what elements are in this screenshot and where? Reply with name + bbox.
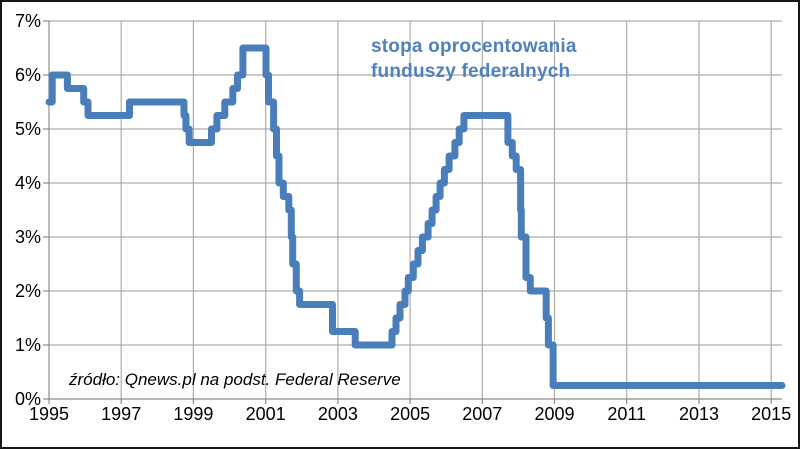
gridlines	[49, 20, 782, 399]
x-axis-tick-label: 2013	[678, 404, 720, 424]
x-axis-tick-label: 2001	[245, 404, 286, 424]
chart-title-line2: funduszy federalnych	[371, 61, 571, 82]
y-axis-tick-label: 5%	[14, 119, 41, 139]
y-axis-tick-label: 1%	[14, 335, 41, 355]
y-axis-tick-label: 6%	[14, 65, 41, 85]
x-axis-tick-label: 1997	[101, 404, 142, 424]
y-axis-tick-label: 0%	[14, 389, 41, 409]
x-axis-tick-label: 2003	[317, 404, 358, 424]
y-axis-tick-label: 4%	[14, 173, 41, 193]
y-axis-tick-label: 7%	[14, 11, 41, 31]
x-axis-tick-label: 2007	[462, 404, 503, 424]
y-axis-tick-label: 3%	[14, 227, 41, 247]
x-axis-tick-label: 2015	[751, 404, 792, 424]
chart-title-line1: stopa oprocentowania	[371, 36, 577, 57]
source-note: źródło: Qnews.pl na podst. Federal Reser…	[69, 370, 401, 389]
x-axis-tick-label: 1995	[28, 404, 70, 424]
x-axis-tick-label: 2011	[607, 404, 647, 424]
y-axis-tick-label: 2%	[14, 281, 41, 301]
x-axis-tick-label: 2005	[390, 404, 431, 424]
chart-title: stopa oprocentowania funduszy federalnyc…	[371, 34, 577, 84]
axes	[43, 20, 782, 404]
x-axis-tick-label: 1999	[173, 404, 214, 424]
x-axis-tick-label: 2009	[534, 404, 575, 424]
rate-line-series	[45, 44, 786, 389]
